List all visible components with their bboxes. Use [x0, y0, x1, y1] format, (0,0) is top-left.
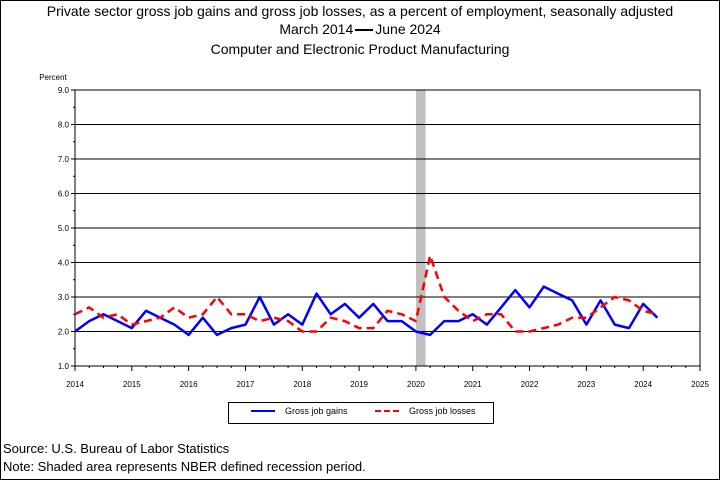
- y-tick-label: 4.0: [58, 259, 70, 268]
- series-line-gains: [74, 285, 659, 337]
- y-axis-label: Percent: [39, 73, 67, 82]
- date-range-start: March 2014: [279, 21, 354, 37]
- x-tick-label: 2015: [123, 380, 141, 389]
- y-tick-label: 3.0: [58, 293, 70, 302]
- y-tick-label: 8.0: [58, 121, 70, 130]
- chart-legend: Gross job gains Gross job losses: [228, 402, 494, 424]
- x-tick-label: 2014: [66, 380, 84, 389]
- series-line-losses: [74, 254, 658, 333]
- plot-area-border: [74, 89, 701, 367]
- legend-item-losses: Gross job losses: [375, 406, 476, 416]
- x-tick-label: 2016: [180, 380, 198, 389]
- x-tick-label: 2018: [293, 380, 311, 389]
- legend-label-gains: Gross job gains: [285, 406, 348, 416]
- footer-source: Source: U.S. Bureau of Labor Statistics: [3, 441, 230, 456]
- chart-title-line3: Computer and Electronic Product Manufact…: [210, 41, 510, 57]
- x-tick-label: 2022: [521, 380, 539, 389]
- x-tick-label: 2023: [577, 380, 595, 389]
- y-tick-label: 2.0: [58, 328, 70, 337]
- y-tick-label: 7.0: [58, 155, 70, 164]
- chart-title-line2: March 2014 June 2024: [0, 21, 720, 38]
- y-tick-label: 5.0: [58, 224, 70, 233]
- legend-swatch-losses: [375, 410, 399, 412]
- x-tick-label: 2024: [634, 380, 652, 389]
- x-tick-label: 2020: [407, 380, 425, 389]
- chart-title-line1: Private sector gross job gains and gross…: [46, 3, 674, 19]
- x-tick-label: 2021: [464, 380, 482, 389]
- legend-label-losses: Gross job losses: [409, 406, 476, 416]
- y-tick-label: 1.0: [58, 362, 70, 371]
- date-range-dash: [355, 29, 374, 32]
- legend-swatch-gains: [251, 410, 275, 412]
- date-range-end: June 2024: [375, 21, 441, 37]
- y-tick-label: 9.0: [58, 86, 70, 95]
- x-tick-label: 2017: [237, 380, 255, 389]
- y-tick-label: 6.0: [58, 190, 70, 199]
- x-tick-label: 2019: [350, 380, 368, 389]
- x-tick-label: 2025: [691, 380, 709, 389]
- legend-item-gains: Gross job gains: [251, 406, 348, 416]
- footer-note: Note: Shaded area represents NBER define…: [3, 459, 366, 474]
